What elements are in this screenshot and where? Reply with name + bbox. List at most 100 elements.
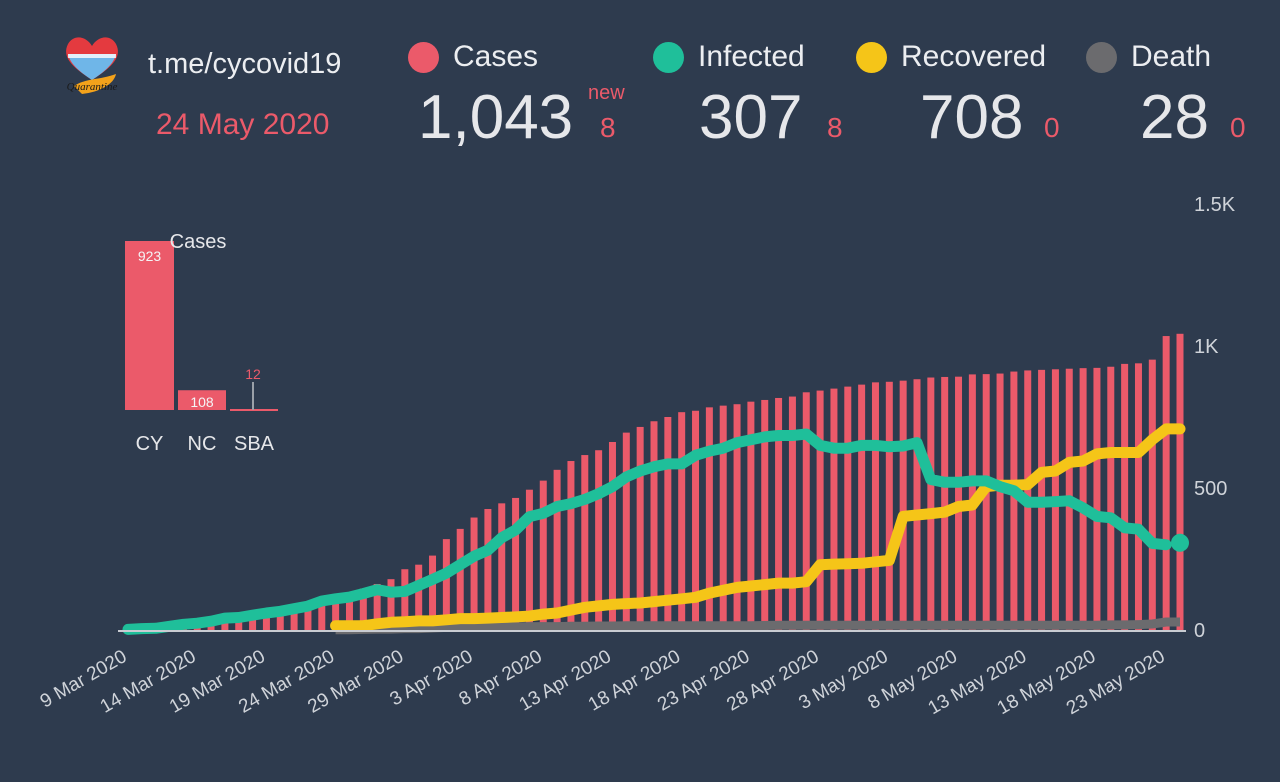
cases-bar xyxy=(249,613,257,630)
cases-bar xyxy=(304,603,312,630)
cases-bar xyxy=(512,497,520,630)
death-line xyxy=(335,617,1180,635)
cases-bar xyxy=(775,397,783,630)
channel-link[interactable]: t.me/cycovid19 xyxy=(148,48,342,80)
cases-bar xyxy=(401,569,409,630)
region-bar xyxy=(178,390,226,410)
cases-bar xyxy=(622,432,630,630)
cases-bar xyxy=(608,441,616,630)
region-bar-value: 108 xyxy=(190,394,214,410)
report-date: 24 May 2020 xyxy=(156,108,330,141)
stat-infected: Infected 307 8 xyxy=(653,40,843,152)
infected-value: 307 xyxy=(699,83,803,152)
y-axis-ticks: 0 500 1K 1.5K xyxy=(1194,194,1236,642)
cases-bar xyxy=(498,503,506,630)
y-tick-label: 1.5K xyxy=(1194,194,1236,216)
infected-last-point xyxy=(1171,533,1189,552)
cases-bar xyxy=(470,517,478,630)
cases-bar xyxy=(802,392,810,630)
recovered-legend-dot xyxy=(856,41,887,73)
cases-bar xyxy=(359,588,367,630)
recovered-line xyxy=(330,423,1186,632)
quarantine-logo: Quarantine xyxy=(56,30,128,102)
cases-bar xyxy=(415,564,423,630)
cases-bar xyxy=(1079,368,1087,630)
cases-delta: 8 xyxy=(600,112,616,143)
cases-bar xyxy=(927,377,935,630)
cases-bar xyxy=(581,455,589,630)
cases-bar xyxy=(692,410,700,630)
stat-cases: Cases 1,043 new 8 xyxy=(408,40,625,152)
cases-bar xyxy=(345,592,353,630)
heart-mask-icon: Quarantine xyxy=(66,37,118,94)
cases-bar xyxy=(525,489,533,630)
cases-bar xyxy=(235,616,243,630)
new-label: new xyxy=(588,82,625,104)
infected-label: Infected xyxy=(698,40,805,73)
cases-bar xyxy=(484,509,492,630)
death-value: 28 xyxy=(1140,83,1209,152)
cases-bar xyxy=(1134,363,1142,630)
cases-bar xyxy=(1010,371,1018,630)
cases-bar xyxy=(332,594,340,630)
cases-bar xyxy=(982,374,990,630)
region-cases-chart: 923 CY 108 NC 12 SBA Cases xyxy=(125,231,278,455)
svg-text:Quarantine: Quarantine xyxy=(67,81,118,93)
region-category-label: NC xyxy=(188,433,217,455)
cases-bar xyxy=(636,426,644,630)
cases-bar xyxy=(664,417,672,630)
recovered-delta: 0 xyxy=(1044,112,1060,143)
region-bar xyxy=(125,241,174,410)
cases-bar xyxy=(1121,363,1129,630)
stat-death: Death 28 0 xyxy=(1086,40,1246,152)
cases-bar xyxy=(373,583,381,630)
infected-line xyxy=(122,428,1172,635)
death-label: Death xyxy=(1131,40,1212,73)
region-chart-title: Cases xyxy=(170,231,227,253)
cases-bar xyxy=(705,407,713,630)
cases-bar xyxy=(1162,336,1170,630)
cases-bar xyxy=(567,461,575,630)
cases-bar xyxy=(456,528,464,630)
cases-label: Cases xyxy=(453,40,539,73)
cases-bar xyxy=(830,388,838,630)
y-tick-label: 0 xyxy=(1194,620,1205,642)
series-lines xyxy=(122,423,1189,635)
region-category-label: SBA xyxy=(234,433,275,455)
cases-bar xyxy=(276,608,284,630)
cases-bar xyxy=(899,380,907,630)
cases-bar xyxy=(913,379,921,630)
cases-bar xyxy=(941,376,949,630)
y-tick-label: 500 xyxy=(1194,478,1227,500)
cases-bar xyxy=(290,606,298,630)
cases-bar xyxy=(996,373,1004,630)
cases-bar xyxy=(871,382,879,630)
cases-bar xyxy=(553,469,561,630)
death-legend-dot xyxy=(1086,41,1117,73)
y-tick-label: 1K xyxy=(1194,336,1219,358)
cases-bar xyxy=(650,421,658,630)
cases-bar xyxy=(318,597,326,630)
infected-delta: 8 xyxy=(827,112,843,143)
cases-bar xyxy=(539,480,547,630)
cases-bar xyxy=(788,396,796,630)
death-delta: 0 xyxy=(1230,112,1246,143)
cases-bar xyxy=(678,412,686,630)
cases-bar xyxy=(1093,367,1101,630)
cases-bar xyxy=(816,390,824,630)
cases-bar xyxy=(885,381,893,630)
cases-bar xyxy=(262,610,270,630)
stat-recovered: Recovered 708 0 xyxy=(856,40,1060,152)
cases-bar xyxy=(719,405,727,630)
infected-legend-dot xyxy=(653,41,684,73)
cases-bar xyxy=(387,579,395,630)
cases-bar xyxy=(1107,366,1115,630)
cases-bar xyxy=(429,555,437,630)
cases-legend-dot xyxy=(408,41,439,73)
region-bar-value: 12 xyxy=(245,366,261,382)
cases-bar xyxy=(761,399,769,630)
cases-bar xyxy=(1148,359,1156,630)
cases-bar xyxy=(595,450,603,630)
cases-bar xyxy=(747,401,755,630)
